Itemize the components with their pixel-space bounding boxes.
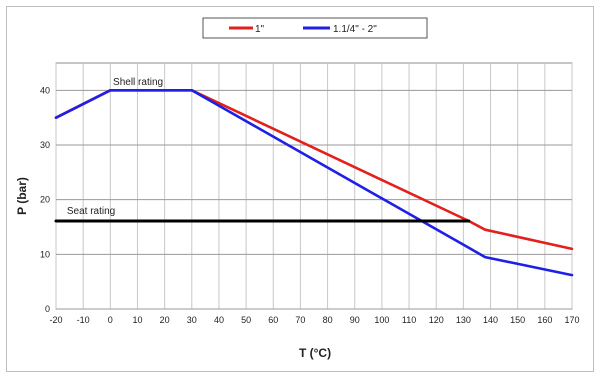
- annotation-seat-rating: Seat rating: [67, 206, 115, 217]
- y-tick-label: 0: [45, 304, 50, 314]
- x-tick-label: 120: [429, 315, 444, 325]
- x-tick-label: 40: [214, 315, 224, 325]
- x-tick-label: 140: [483, 315, 498, 325]
- x-tick-label: 70: [295, 315, 305, 325]
- plot-series: [54, 89, 574, 277]
- x-axis-label: T (°C): [299, 346, 331, 360]
- pressure-temperature-chart: 1" 1.1/4" - 2" -20 -10 0 10 20 30 40 50 60 70 80 90…: [6, 6, 594, 372]
- plot-area: [55, 62, 573, 310]
- legend: 1" 1.1/4" - 2": [202, 17, 428, 39]
- legend-label-1-inch: 1": [255, 24, 265, 35]
- x-tick-label: 80: [323, 315, 333, 325]
- x-tick-label: 130: [456, 315, 471, 325]
- y-axis-label: P (bar): [15, 177, 29, 215]
- x-tick-label: 50: [241, 315, 251, 325]
- x-tick-label: 170: [564, 315, 579, 325]
- x-tick-label: 30: [187, 315, 197, 325]
- plot-grid: [55, 62, 573, 310]
- legend-label-1-quarter-to-2-inch: 1.1/4" - 2": [333, 24, 377, 35]
- x-tick-label: 0: [108, 315, 113, 325]
- series-line-1-quarter-to-2-inch: [54, 89, 574, 277]
- x-tick-label: 60: [268, 315, 278, 325]
- x-tick-label: -10: [77, 315, 90, 325]
- y-tick-label: 30: [40, 140, 50, 150]
- y-tick-label: 40: [40, 85, 50, 95]
- x-tick-label: -20: [49, 315, 62, 325]
- x-tick-label: 160: [537, 315, 552, 325]
- x-tick-label: 10: [132, 315, 142, 325]
- y-tick-label: 10: [40, 249, 50, 259]
- x-tick-label: 150: [510, 315, 525, 325]
- x-tick-label: 20: [160, 315, 170, 325]
- chart-container: 1" 1.1/4" - 2" -20 -10 0 10 20 30 40 50 60 70 80 90…: [6, 6, 594, 372]
- x-tick-label: 90: [350, 315, 360, 325]
- annotation-shell-rating: Shell rating: [113, 77, 163, 88]
- x-tick-label: 100: [374, 315, 389, 325]
- x-tick-label: 110: [402, 315, 416, 325]
- axis-ticks: -20 -10 0 10 20 30 40 50 60 70 80 90 100 110 120 130 140…: [40, 85, 580, 325]
- plot-annotations: Shell rating Seat rating: [67, 77, 163, 217]
- y-tick-label: 20: [40, 195, 50, 205]
